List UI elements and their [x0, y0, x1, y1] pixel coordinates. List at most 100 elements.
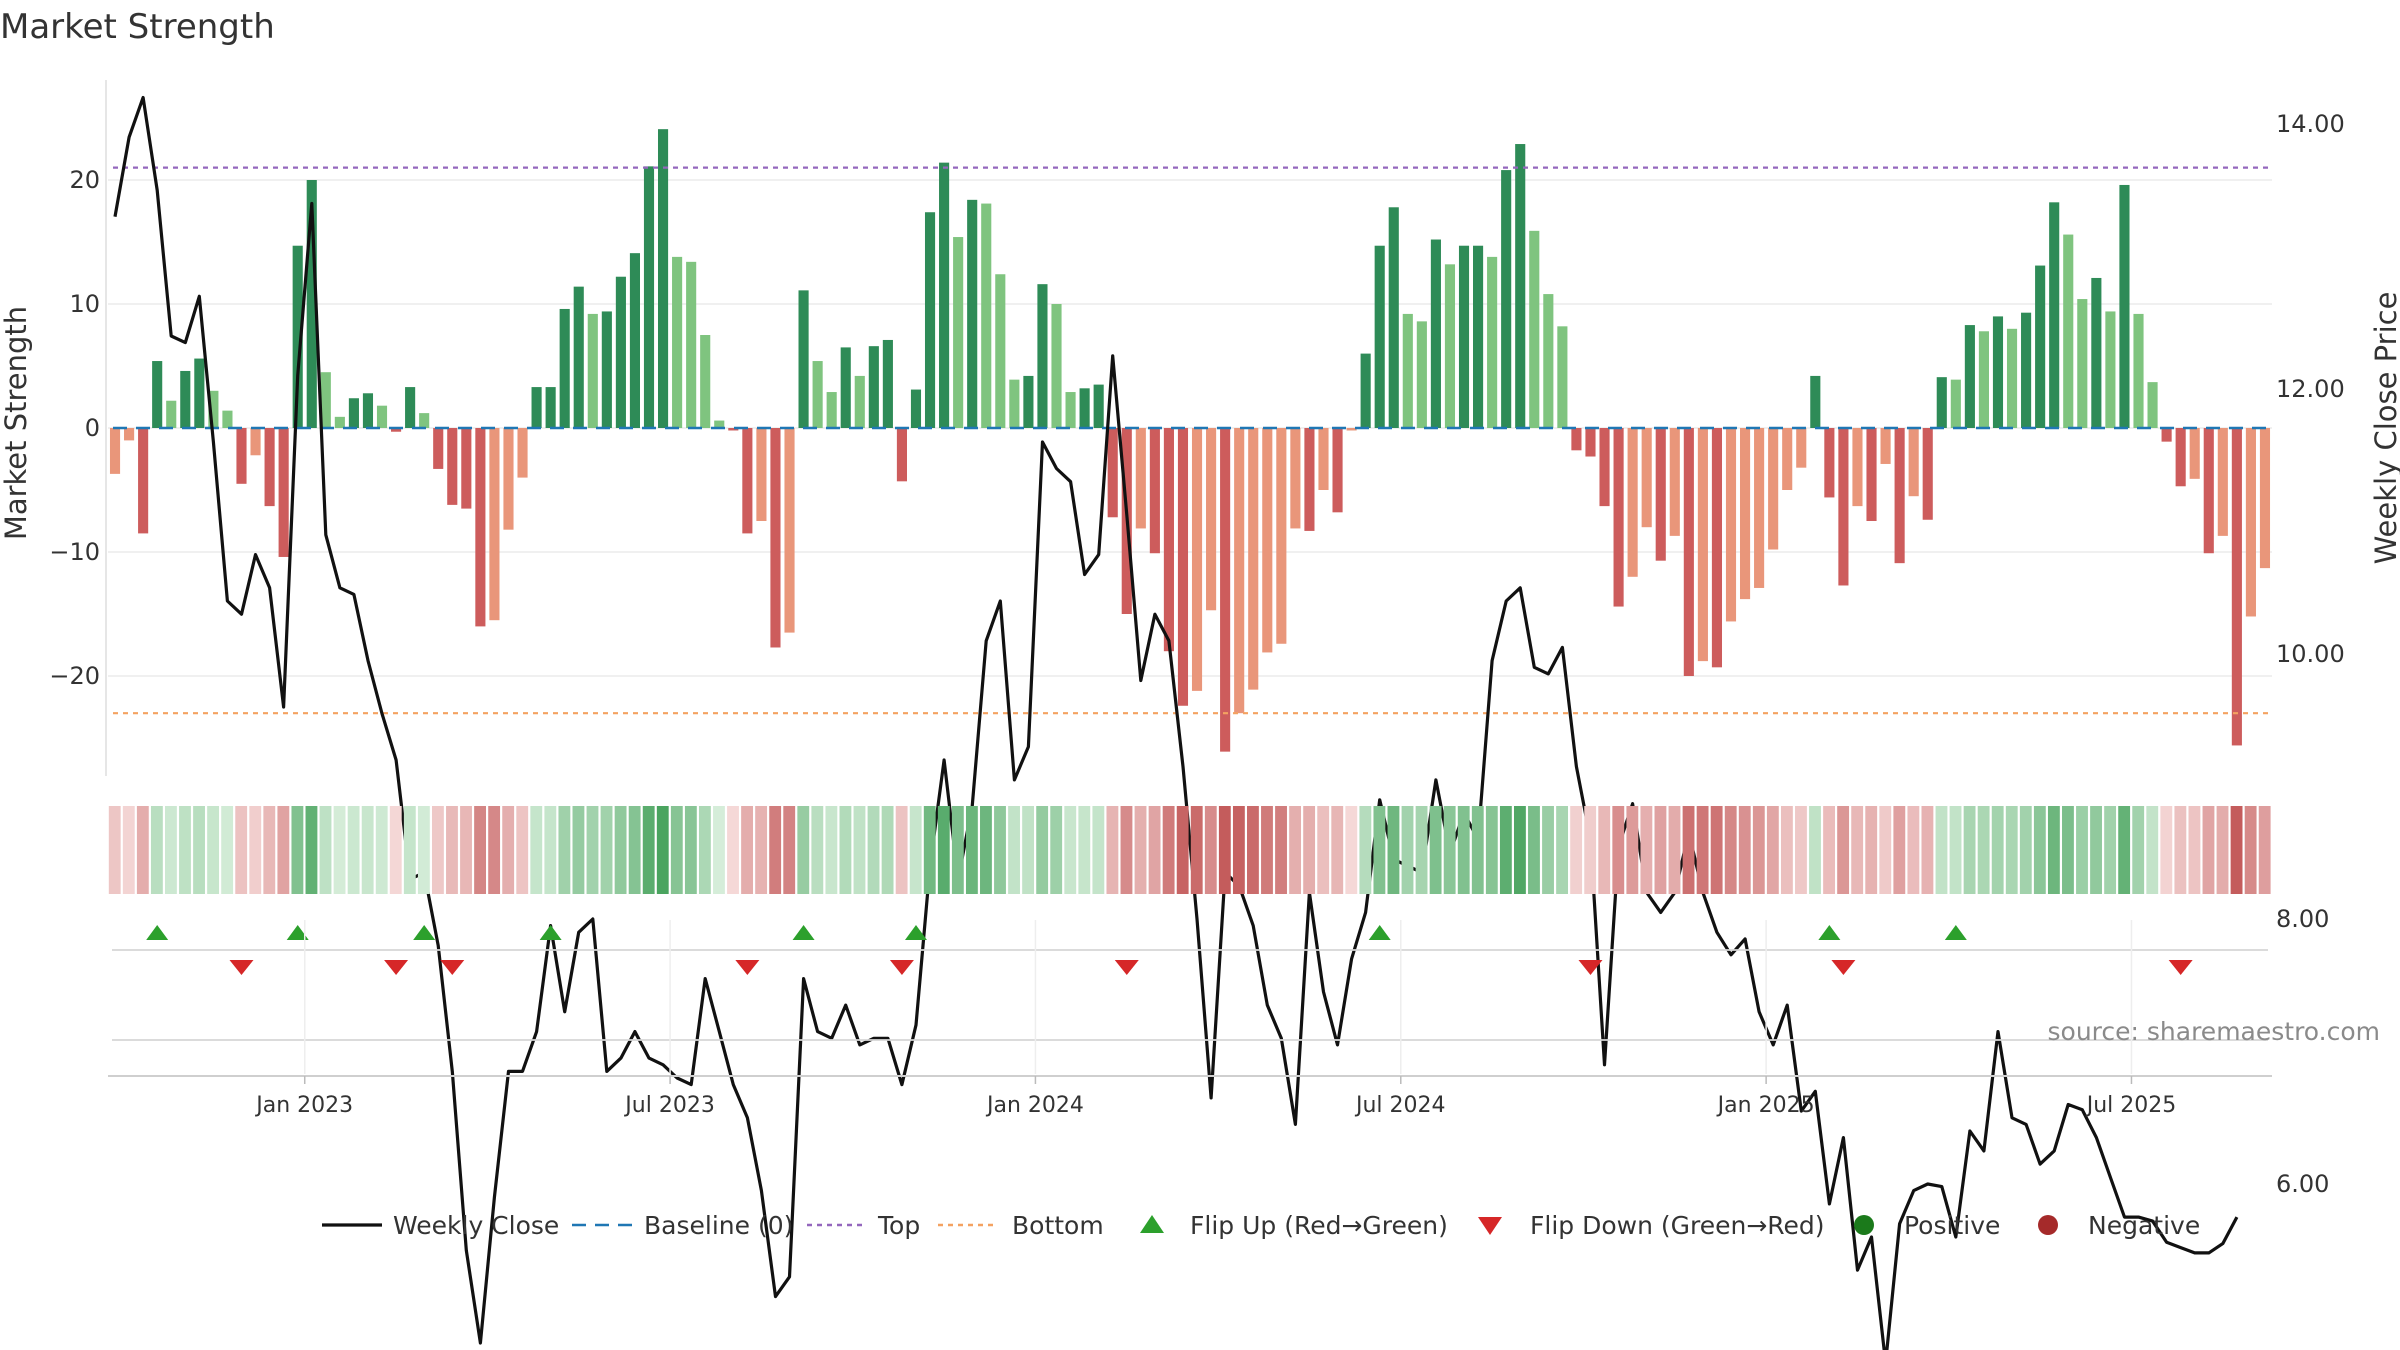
strip-cell: [769, 806, 782, 894]
flip-up-marker: [146, 925, 169, 940]
strength-bar: [672, 256, 683, 428]
strip-cell: [488, 806, 501, 894]
strength-bar: [1936, 377, 1947, 428]
strength-bar: [1782, 428, 1793, 490]
strength-bar: [517, 428, 528, 478]
strip-cell: [713, 806, 725, 894]
strip-cell: [1893, 806, 1906, 894]
strength-bar: [278, 428, 289, 557]
strength-bar: [686, 261, 697, 428]
strength-bar: [981, 203, 992, 428]
strength-bar: [1458, 245, 1470, 428]
strength-bar: [1234, 428, 1245, 714]
strip-cell: [1907, 806, 1920, 894]
strength-bar: [2259, 428, 2271, 569]
legend-swatch: [1854, 1215, 1874, 1235]
strip-cell: [1050, 806, 1063, 894]
strip-cell: [1162, 806, 1175, 894]
flip-down-marker: [1578, 960, 1603, 975]
legend-swatch: [1478, 1217, 1502, 1235]
strip-cell: [895, 806, 908, 894]
strip-cell: [2132, 806, 2145, 894]
strength-bar: [939, 162, 950, 428]
strip-cell: [656, 806, 669, 894]
strip-cell: [2174, 806, 2187, 894]
strip-cell: [923, 806, 936, 894]
strip-cell: [2005, 806, 2018, 894]
strength-bar: [1065, 392, 1076, 428]
strip-cell: [614, 806, 627, 894]
strength-bar: [2203, 428, 2214, 554]
strip-cell: [839, 806, 852, 894]
strength-bar: [1093, 384, 1104, 428]
strip-cell: [670, 806, 683, 894]
strip-cell: [1247, 806, 1259, 894]
strip-cell: [108, 806, 121, 894]
strip-cell: [1513, 806, 1526, 894]
strength-bar: [1416, 321, 1427, 428]
strip-cell: [249, 806, 262, 894]
flip-down-marker: [1831, 960, 1856, 975]
strength-bar: [1978, 331, 1989, 428]
strength-bar: [1571, 428, 1582, 451]
strip-cell: [980, 806, 992, 894]
strength-bar: [2105, 311, 2116, 428]
strength-bar: [1402, 313, 1413, 428]
strip-cell: [1570, 806, 1583, 894]
strength-bar: [1908, 428, 1919, 497]
strip-cell: [1008, 806, 1020, 894]
date-tick-label: Jul 2024: [1354, 1093, 1446, 1118]
strip-cell: [1106, 806, 1119, 894]
strength-bar: [348, 398, 359, 428]
strength-bar: [1697, 428, 1708, 662]
strip-cell: [305, 806, 318, 894]
date-tick-label: Jan 2024: [985, 1093, 1084, 1118]
strength-bar: [615, 276, 626, 428]
legend-swatch: [1140, 1215, 1164, 1233]
strip-cell: [544, 806, 557, 894]
strength-bar: [2161, 428, 2172, 442]
strip-cell: [277, 806, 290, 894]
date-tick-label: Jul 2025: [2085, 1093, 2177, 1118]
strip-cell: [1064, 806, 1077, 894]
strength-bar: [334, 416, 345, 428]
strip-cell: [1865, 806, 1878, 894]
strength-bar: [1051, 304, 1062, 428]
strip-cell: [2230, 806, 2243, 894]
strip-cell: [698, 806, 711, 894]
strip-cell: [474, 806, 487, 894]
strip-cell: [1556, 806, 1569, 894]
strength-bar: [531, 387, 542, 428]
flip-up-marker: [413, 925, 436, 940]
strength-bar: [1220, 428, 1231, 752]
strip-cell: [1359, 806, 1372, 894]
strength-bar: [1669, 428, 1680, 536]
strength-bar: [376, 405, 388, 428]
strength-bar: [1107, 428, 1118, 518]
strip-cell: [1303, 806, 1316, 894]
strength-bar: [1866, 428, 1877, 521]
strip-cell: [684, 806, 697, 894]
strip-cell: [165, 806, 177, 894]
strength-bar: [657, 129, 669, 428]
strength-bar: [1683, 428, 1694, 676]
flip-up-marker: [539, 925, 562, 940]
strip-cell: [291, 806, 304, 894]
strip-cell: [150, 806, 163, 894]
strength-bar: [601, 311, 612, 428]
legend-item: Positive: [1854, 1211, 2000, 1240]
strip-cell: [586, 806, 599, 894]
strip-cell: [1275, 806, 1287, 894]
strip-cell: [2090, 806, 2102, 894]
strength-bar: [1950, 379, 1961, 428]
strength-bar: [1810, 375, 1821, 428]
strength-bar: [798, 290, 809, 428]
strip-cell: [235, 806, 248, 894]
strip-cell: [2146, 806, 2159, 894]
strength-bar: [1276, 428, 1287, 644]
strength-bar: [896, 428, 907, 482]
strength-bar: [306, 180, 317, 428]
strip-cell: [431, 806, 444, 894]
chart-title: Market Strength: [0, 7, 275, 47]
strength-bar: [250, 428, 261, 456]
